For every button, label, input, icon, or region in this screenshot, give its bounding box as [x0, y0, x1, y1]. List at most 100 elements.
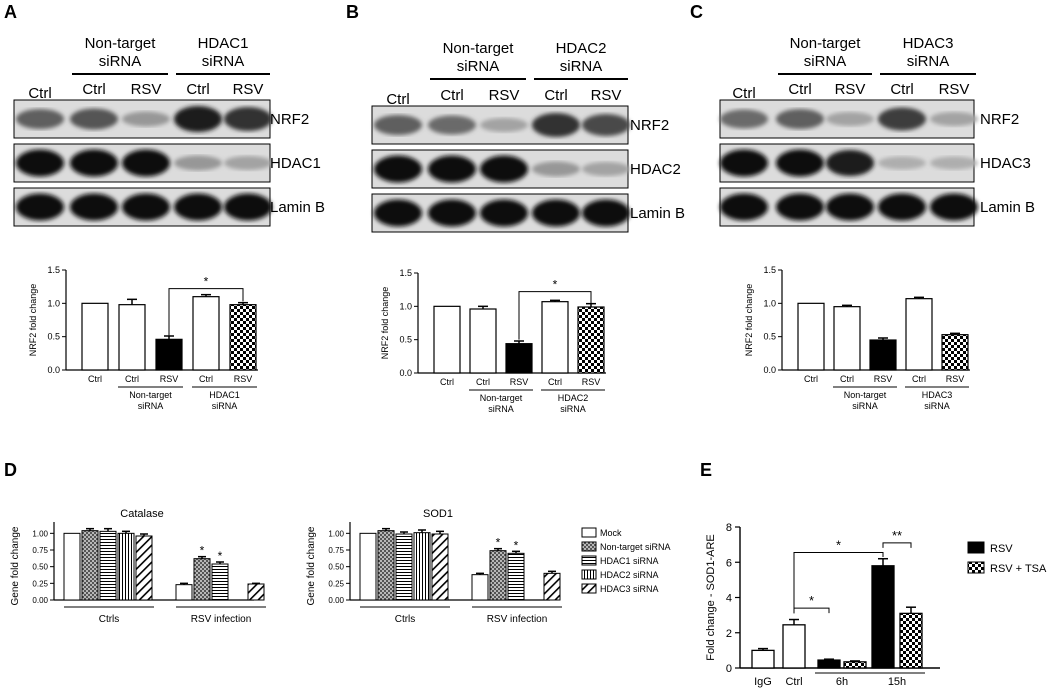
bar: [395, 533, 413, 601]
blot-row-label: Lamin B: [980, 199, 1035, 216]
legend-label: HDAC1 siRNA: [600, 556, 659, 566]
y-tick-label: 1.0: [763, 298, 776, 308]
y-axis-label: Gene fold change: [306, 526, 317, 605]
blot-band: [826, 112, 874, 126]
bar-chart-B: 0.0 0.5 1.0 1.5 NRF2 fold change Ctrl Ctrl RSV C…: [380, 268, 606, 414]
bar: [155, 338, 183, 371]
bar: [869, 339, 897, 371]
y-axis-label: Fold change - SOD1-ARE: [705, 534, 717, 661]
bar: [81, 302, 109, 371]
y-tick-label: 4: [726, 593, 732, 605]
x-tick-label: Ctrl: [199, 374, 213, 384]
bar: [543, 572, 561, 601]
y-tick-label: 2: [726, 628, 732, 640]
y-tick-label: 0.0: [399, 368, 412, 378]
blot-band: [878, 107, 926, 131]
blot-row-label: HDAC3: [980, 155, 1031, 172]
blot-band: [582, 114, 630, 136]
bar: [751, 649, 775, 669]
blot-band: [826, 150, 874, 176]
group-label: HDAC2: [558, 393, 589, 403]
y-tick-label: 0.0: [47, 365, 60, 375]
blot-band: [930, 112, 978, 126]
bar: [193, 558, 211, 601]
x-tick-label: Ctrl: [912, 374, 926, 384]
blot-band: [174, 106, 222, 132]
bar: [471, 574, 489, 601]
legend-label: RSV + TSA: [990, 563, 1047, 575]
legend-swatch: [967, 541, 985, 554]
significance-bracket: [793, 607, 830, 614]
x-tick-label: RSV: [234, 374, 253, 384]
blot-band: [930, 156, 978, 170]
bar: [359, 532, 377, 601]
y-tick-label: 8: [726, 522, 732, 534]
blot-lane-label: RSV: [591, 87, 622, 104]
blot-band: [16, 193, 64, 221]
y-tick-label: 1.5: [399, 268, 412, 278]
bar-chart-E: 0 2 4 6 8 Fold change - SOD1-ARE IgG Ctrl 6h 15h *…: [705, 522, 1047, 688]
y-tick-label: 0.5: [399, 335, 412, 345]
legend-swatch: [967, 561, 985, 574]
x-group-label: Ctrls: [395, 614, 416, 625]
x-tick-label: Ctrl: [440, 377, 454, 387]
blot-group-label: HDAC3: [903, 35, 954, 52]
bar: [118, 304, 146, 371]
y-tick-label: 0.25: [328, 579, 344, 588]
panel-letter-E: E: [700, 460, 712, 480]
blot-band: [776, 149, 824, 177]
group-label: siRNA: [488, 404, 514, 414]
legend-label: HDAC3 siRNA: [600, 584, 659, 594]
y-tick-label: 0.00: [328, 596, 344, 605]
x-tick-label: RSV: [582, 377, 601, 387]
blot-lane-label: Ctrl: [732, 85, 755, 102]
blot-band: [480, 199, 528, 227]
significance-bracket: [168, 288, 244, 336]
chart-title: Catalase: [120, 508, 163, 520]
bar: [135, 535, 153, 601]
blot-lane-label: Ctrl: [82, 81, 105, 98]
blot-band: [70, 108, 118, 130]
y-axis-label: Gene fold change: [10, 526, 21, 605]
blot-band: [720, 149, 768, 177]
legend-swatch: [581, 569, 597, 580]
blot-band: [224, 193, 272, 221]
bar: [192, 296, 220, 371]
bar: [507, 552, 525, 601]
blot-band: [878, 156, 926, 170]
x-tick-label: RSV: [510, 377, 529, 387]
significance-bracket-long: [793, 552, 884, 614]
bar: [577, 306, 605, 374]
blot-group-label: siRNA: [457, 58, 500, 75]
panel-letter-D: D: [4, 460, 17, 480]
x-tick-label: RSV: [160, 374, 179, 384]
x-tick-label: Ctrl: [785, 676, 802, 688]
x-tick-label: Ctrl: [840, 374, 854, 384]
bar: [843, 661, 867, 669]
y-tick-label: 0.75: [328, 546, 344, 555]
blot-lane-label: RSV: [835, 81, 866, 98]
blot-lane-label: RSV: [939, 81, 970, 98]
significance-star: *: [836, 538, 841, 553]
bar: [81, 530, 99, 601]
x-group-label: RSV infection: [191, 614, 252, 625]
y-axis-label: NRF2 fold change: [28, 284, 38, 357]
x-tick-label: Ctrl: [804, 374, 818, 384]
blot-band: [122, 111, 170, 127]
x-tick-label: Ctrl: [476, 377, 490, 387]
bar: [817, 659, 841, 669]
blot-band: [70, 193, 118, 221]
blot-lane-label: Ctrl: [890, 81, 913, 98]
group-label: siRNA: [852, 401, 878, 411]
y-tick-label: 0.25: [32, 579, 48, 588]
bar: [505, 343, 533, 374]
group-label: siRNA: [138, 401, 164, 411]
bar: [433, 305, 461, 374]
blot-lane-label: Ctrl: [440, 87, 463, 104]
panel-letter-A: A: [4, 2, 17, 22]
y-tick-label: 0: [726, 663, 732, 675]
blot-row-label: Lamin B: [270, 199, 325, 216]
bar: [413, 532, 431, 601]
significance-bracket: [882, 542, 912, 548]
y-tick-label: 0.00: [32, 596, 48, 605]
